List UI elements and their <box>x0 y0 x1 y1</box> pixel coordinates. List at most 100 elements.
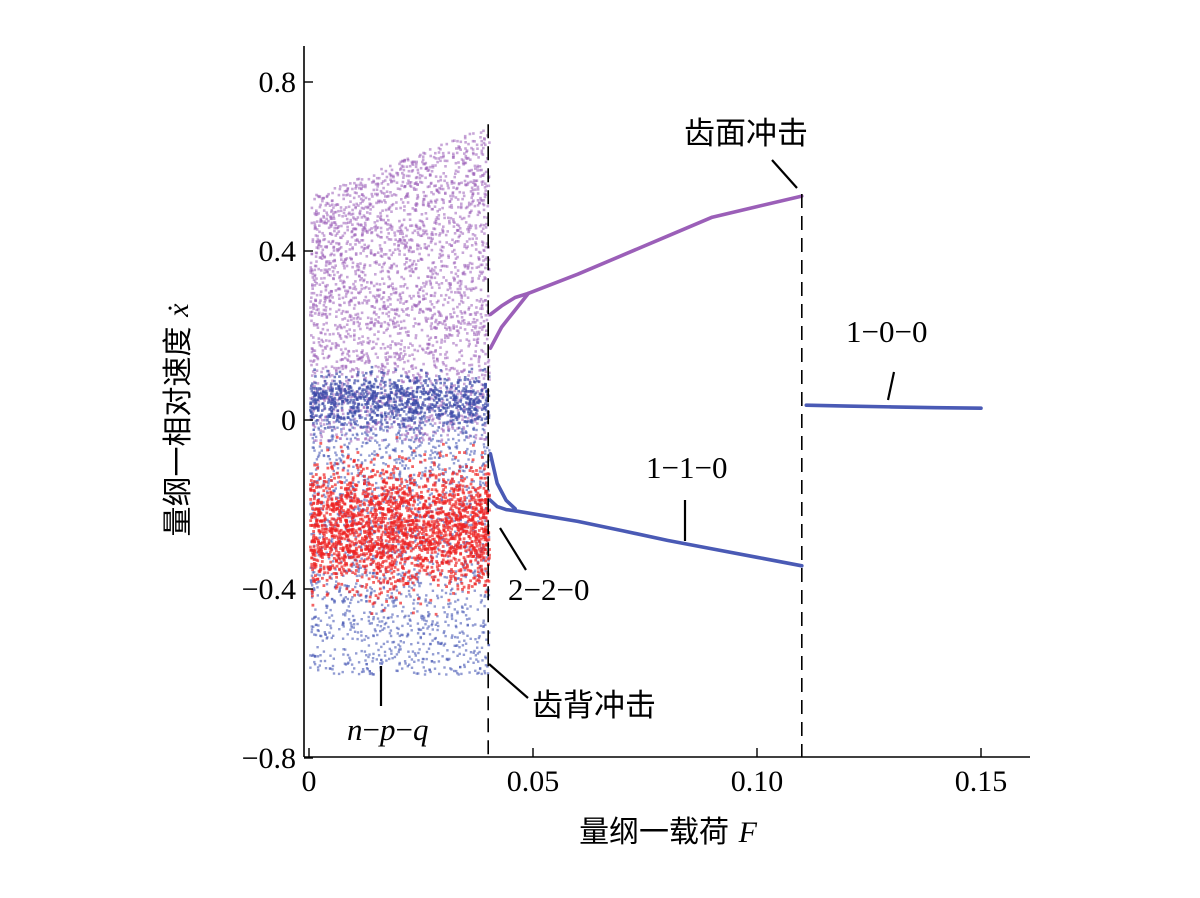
chaos-point <box>346 359 350 362</box>
chaos-point <box>386 298 390 302</box>
chaos-point <box>485 329 488 333</box>
chaos-point <box>351 414 355 417</box>
chaos-point <box>314 375 317 378</box>
chaos-point <box>315 211 318 214</box>
chaos-point <box>453 252 457 256</box>
chaos-point <box>314 405 318 409</box>
chaos-point <box>327 480 330 483</box>
chaos-point <box>477 330 481 334</box>
chaos-point <box>479 131 483 134</box>
chaos-point <box>402 176 405 179</box>
chaos-point <box>314 299 317 302</box>
chaos-point <box>485 556 489 559</box>
chaos-point <box>460 294 464 298</box>
chaos-point <box>483 342 486 345</box>
chaos-point <box>437 660 441 663</box>
chaos-point <box>457 170 460 174</box>
chaos-point <box>382 186 385 190</box>
chaos-point <box>475 306 478 309</box>
chaos-point <box>486 157 489 160</box>
chaos-point <box>351 433 355 437</box>
chaos-point <box>372 463 376 466</box>
chaos-point <box>463 322 466 325</box>
chaos-point <box>437 375 441 378</box>
chaos-point <box>341 621 345 625</box>
chaos-point <box>425 217 429 220</box>
chaos-point <box>317 341 321 344</box>
chaos-point <box>369 439 372 442</box>
chaos-point <box>324 285 328 289</box>
chaos-point <box>433 661 436 664</box>
chaos-point <box>350 315 353 318</box>
chaos-point <box>424 176 427 180</box>
chaos-point <box>437 217 440 221</box>
chaos-point <box>310 314 314 317</box>
chaos-point <box>451 238 454 242</box>
chaos-point <box>424 161 428 165</box>
chaos-point <box>333 403 336 406</box>
chaos-point <box>429 199 433 203</box>
chaos-point <box>469 605 472 608</box>
chaos-point <box>470 304 473 307</box>
chaos-point <box>369 593 372 596</box>
chaos-point <box>416 183 419 186</box>
chaos-point <box>463 420 466 423</box>
chaos-point <box>443 541 447 544</box>
chaos-point <box>398 396 402 399</box>
chaos-point <box>390 180 393 184</box>
chaos-point <box>364 371 368 375</box>
chaos-point <box>430 449 433 452</box>
chaos-point <box>404 401 407 405</box>
chaos-point <box>450 206 454 209</box>
chaos-point <box>426 392 430 396</box>
chaos-point <box>406 403 409 407</box>
chaos-point <box>335 404 339 407</box>
chaos-point <box>357 223 361 227</box>
chaos-point <box>322 394 325 397</box>
chaos-point <box>424 229 428 233</box>
chaos-point <box>457 182 461 185</box>
chaos-point <box>408 379 411 382</box>
chaos-point <box>485 256 488 259</box>
chaos-point <box>313 223 317 227</box>
chaos-point <box>480 408 484 411</box>
chaos-point <box>442 493 445 496</box>
chaos-point <box>345 609 349 612</box>
chaos-point <box>347 605 350 608</box>
chaos-point <box>481 270 485 274</box>
chaos-point <box>411 417 414 420</box>
chaos-point <box>385 328 388 332</box>
chaos-point <box>395 526 398 530</box>
chaos-point <box>472 389 475 392</box>
chaos-point <box>368 622 372 625</box>
chaos-point <box>406 182 409 185</box>
chaos-point <box>430 322 433 325</box>
chaos-point <box>391 282 394 286</box>
chaos-point <box>377 316 381 319</box>
chaos-point <box>433 430 436 434</box>
chaos-point <box>348 248 352 251</box>
chaos-point <box>429 336 433 340</box>
chaos-point <box>388 249 392 252</box>
chaos-point <box>398 292 402 296</box>
chaos-point <box>432 155 436 159</box>
chaos-point <box>428 475 432 479</box>
chaos-point <box>379 382 382 386</box>
chaos-point <box>375 226 378 230</box>
chaos-point <box>484 417 487 421</box>
chaos-point <box>372 188 376 192</box>
chaos-point <box>444 326 447 329</box>
chaos-point <box>450 334 454 337</box>
chaos-point <box>433 221 436 224</box>
chaos-point <box>366 385 370 388</box>
chaos-point <box>374 629 377 633</box>
chaos-point <box>383 654 387 657</box>
chaos-point <box>466 624 469 627</box>
chaos-point <box>384 208 388 212</box>
chaos-point <box>391 600 394 603</box>
chaos-point <box>476 166 479 169</box>
chaos-point <box>434 318 438 322</box>
chaos-point <box>456 255 459 259</box>
chaos-point <box>327 260 331 263</box>
chaos-point <box>354 239 357 242</box>
